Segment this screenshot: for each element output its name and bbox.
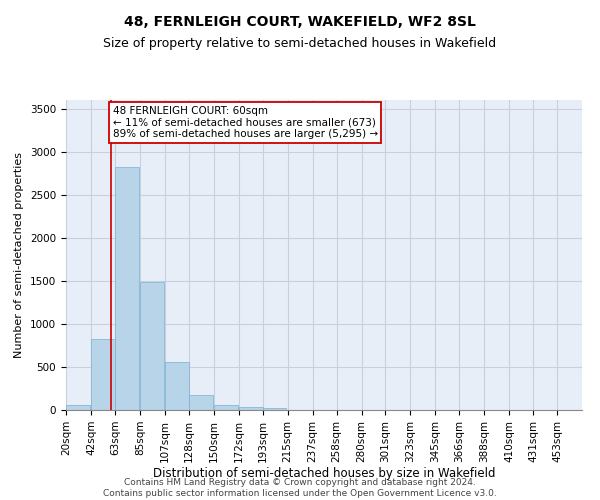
Bar [115,167,139,410]
Bar [66,406,90,410]
Bar [140,282,164,410]
Bar [214,404,238,410]
Bar [165,362,189,410]
Bar [189,394,212,410]
Bar [239,407,263,410]
Text: 48 FERNLEIGH COURT: 60sqm
← 11% of semi-detached houses are smaller (673)
89% of: 48 FERNLEIGH COURT: 60sqm ← 11% of semi-… [113,106,378,139]
Bar [263,408,286,410]
Text: 48, FERNLEIGH COURT, WAKEFIELD, WF2 8SL: 48, FERNLEIGH COURT, WAKEFIELD, WF2 8SL [124,15,476,29]
Bar [91,340,115,410]
X-axis label: Distribution of semi-detached houses by size in Wakefield: Distribution of semi-detached houses by … [153,468,495,480]
Text: Size of property relative to semi-detached houses in Wakefield: Size of property relative to semi-detach… [103,38,497,51]
Y-axis label: Number of semi-detached properties: Number of semi-detached properties [14,152,25,358]
Text: Contains HM Land Registry data © Crown copyright and database right 2024.
Contai: Contains HM Land Registry data © Crown c… [103,478,497,498]
